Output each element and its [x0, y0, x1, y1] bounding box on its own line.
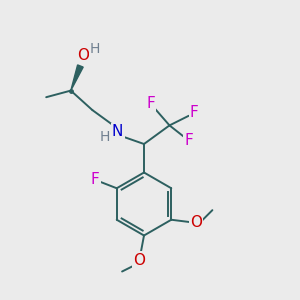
Text: F: F	[146, 96, 155, 111]
Text: F: F	[184, 134, 194, 148]
Text: H: H	[99, 130, 110, 144]
Text: F: F	[91, 172, 100, 187]
Text: F: F	[190, 105, 199, 120]
Text: O: O	[134, 253, 146, 268]
Text: H: H	[90, 43, 100, 56]
Polygon shape	[71, 65, 83, 91]
Text: O: O	[190, 215, 202, 230]
Text: N: N	[112, 124, 123, 140]
Text: O: O	[77, 48, 89, 63]
